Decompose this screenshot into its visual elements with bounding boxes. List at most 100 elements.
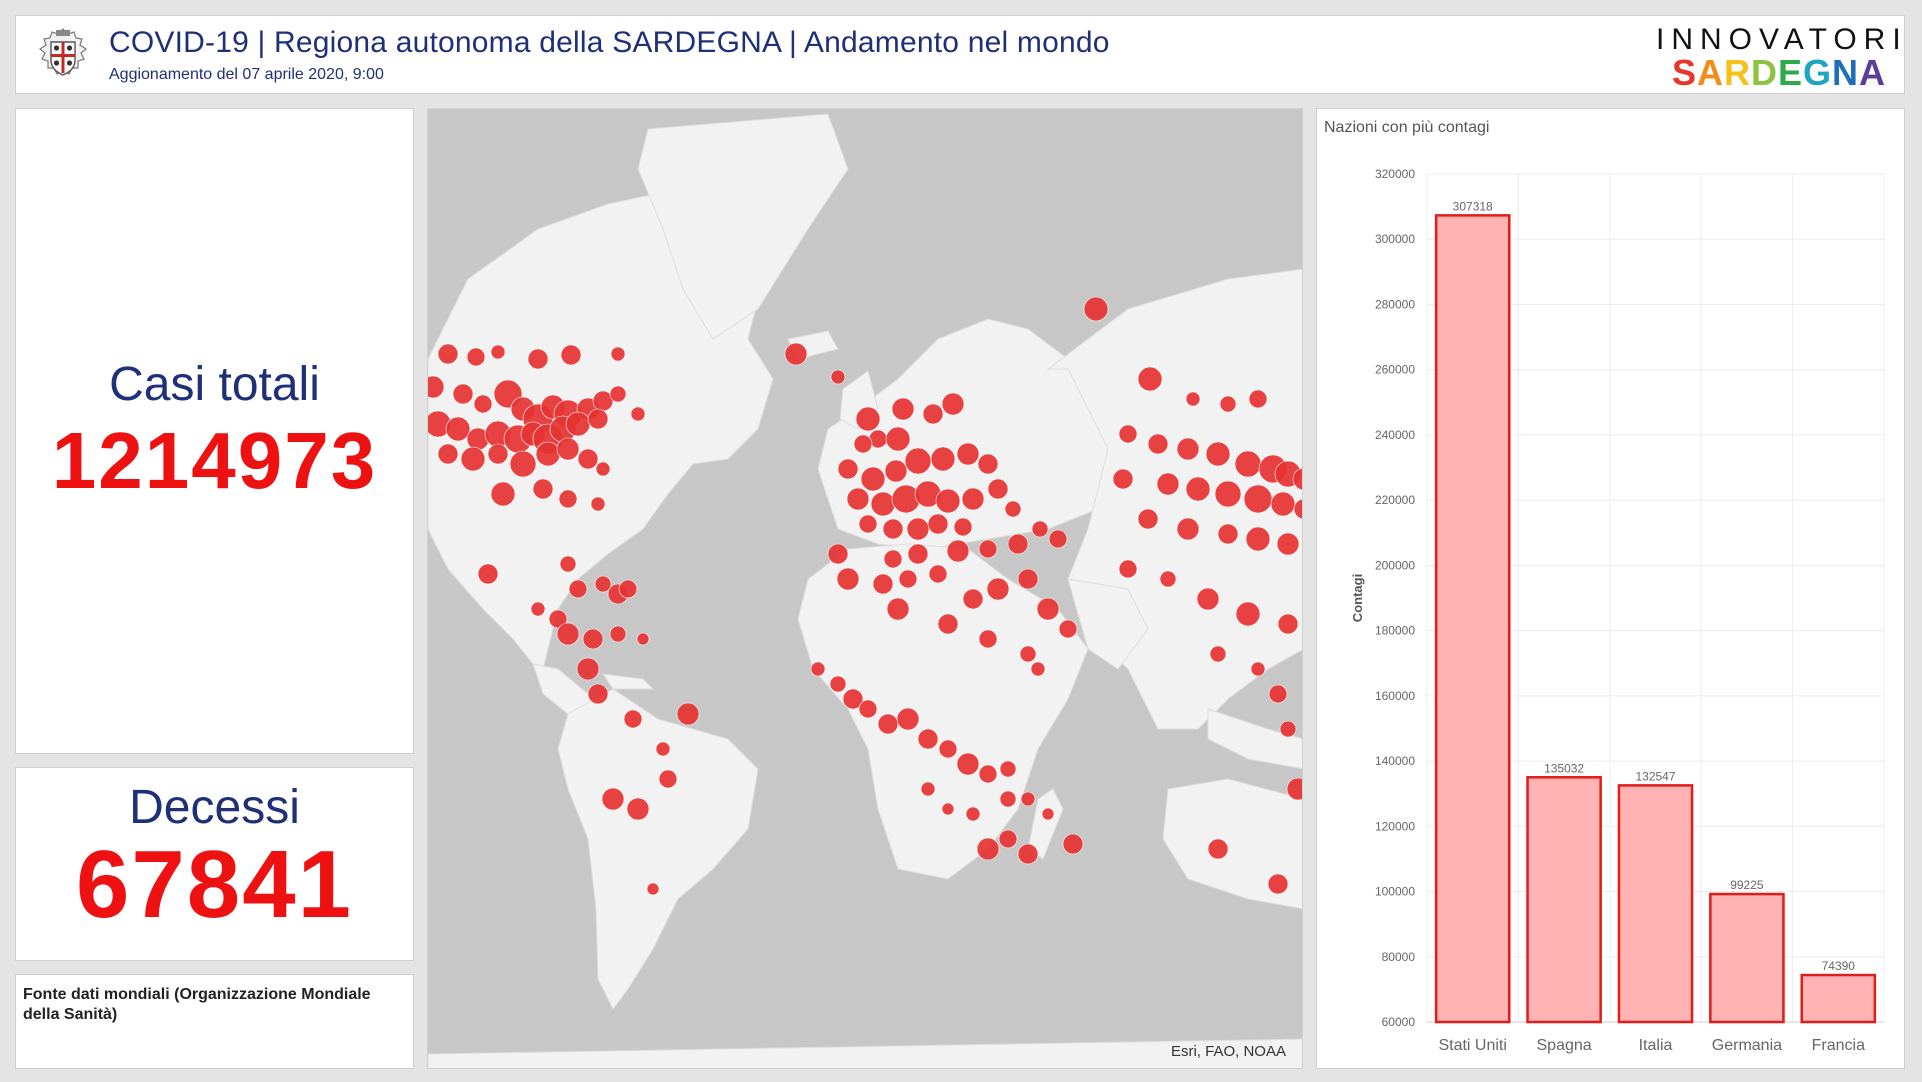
case-marker[interactable]	[1020, 791, 1036, 807]
case-marker[interactable]	[1235, 601, 1261, 627]
case-marker[interactable]	[623, 709, 643, 729]
case-marker[interactable]	[922, 403, 944, 425]
case-marker[interactable]	[610, 346, 626, 362]
case-marker[interactable]	[655, 741, 671, 757]
case-marker[interactable]	[1279, 720, 1297, 738]
case-marker[interactable]	[1112, 468, 1134, 490]
case-marker[interactable]	[842, 688, 864, 710]
case-marker[interactable]	[830, 369, 846, 385]
case-marker[interactable]	[1293, 498, 1303, 520]
case-marker[interactable]	[437, 343, 459, 365]
case-marker[interactable]	[965, 806, 981, 822]
case-marker[interactable]	[946, 539, 970, 563]
case-marker[interactable]	[1030, 661, 1046, 677]
case-marker[interactable]	[568, 579, 588, 599]
case-marker[interactable]	[437, 443, 459, 465]
case-marker[interactable]	[978, 629, 998, 649]
case-marker[interactable]	[927, 513, 949, 535]
case-marker[interactable]	[1019, 645, 1037, 663]
case-marker[interactable]	[445, 416, 471, 442]
case-marker[interactable]	[877, 713, 899, 735]
case-marker[interactable]	[1156, 472, 1180, 496]
case-marker[interactable]	[1185, 391, 1201, 407]
case-marker[interactable]	[1017, 568, 1039, 590]
case-marker[interactable]	[883, 549, 903, 569]
case-marker[interactable]	[1004, 500, 1022, 518]
case-marker[interactable]	[1041, 807, 1055, 821]
case-marker[interactable]	[891, 397, 915, 421]
case-marker[interactable]	[870, 491, 896, 517]
case-marker[interactable]	[898, 569, 918, 589]
case-marker[interactable]	[827, 543, 849, 565]
case-marker[interactable]	[1196, 587, 1220, 611]
case-marker[interactable]	[658, 769, 678, 789]
case-marker[interactable]	[872, 573, 894, 595]
case-marker[interactable]	[858, 699, 878, 719]
case-marker[interactable]	[1248, 389, 1268, 409]
case-marker[interactable]	[1118, 559, 1138, 579]
case-marker[interactable]	[906, 517, 930, 541]
case-marker[interactable]	[1267, 873, 1289, 895]
world-map[interactable]: Esri, FAO, NOAA	[427, 108, 1303, 1069]
case-marker[interactable]	[941, 392, 965, 416]
case-marker[interactable]	[977, 453, 999, 475]
case-marker[interactable]	[1270, 491, 1296, 517]
case-marker[interactable]	[917, 728, 939, 750]
case-marker[interactable]	[930, 446, 956, 472]
case-marker[interactable]	[961, 487, 985, 511]
case-marker[interactable]	[1017, 843, 1039, 865]
case-marker[interactable]	[953, 517, 973, 537]
case-marker[interactable]	[618, 579, 638, 599]
case-marker[interactable]	[582, 628, 604, 650]
case-marker[interactable]	[858, 514, 878, 534]
case-marker[interactable]	[1176, 437, 1200, 461]
case-marker[interactable]	[853, 434, 873, 454]
map-attribution[interactable]: Esri, FAO, NOAA	[1170, 1043, 1286, 1060]
case-marker[interactable]	[490, 344, 506, 360]
case-markers[interactable]	[428, 296, 1303, 896]
case-marker[interactable]	[920, 781, 936, 797]
case-marker[interactable]	[646, 882, 660, 896]
case-marker[interactable]	[1277, 613, 1299, 635]
case-marker[interactable]	[626, 797, 650, 821]
case-marker[interactable]	[998, 829, 1018, 849]
case-marker[interactable]	[1214, 480, 1242, 508]
case-marker[interactable]	[896, 707, 920, 731]
innovatori-sardegna-logo[interactable]: INNOVATORI SARDEGNA	[1656, 24, 1901, 91]
case-marker[interactable]	[630, 406, 646, 422]
case-marker[interactable]	[1147, 433, 1169, 455]
case-marker[interactable]	[587, 683, 609, 705]
case-marker[interactable]	[860, 466, 886, 492]
case-marker[interactable]	[907, 543, 929, 565]
case-marker[interactable]	[935, 488, 961, 514]
case-marker[interactable]	[1234, 450, 1262, 478]
case-marker[interactable]	[577, 448, 599, 470]
case-marker[interactable]	[473, 394, 493, 414]
case-marker[interactable]	[609, 385, 627, 403]
case-marker[interactable]	[1217, 523, 1239, 545]
case-marker[interactable]	[846, 487, 870, 511]
case-marker[interactable]	[976, 837, 1000, 861]
case-marker[interactable]	[1292, 467, 1303, 491]
case-marker[interactable]	[477, 563, 499, 585]
case-marker[interactable]	[784, 342, 808, 366]
case-marker[interactable]	[1219, 395, 1237, 413]
case-marker[interactable]	[938, 739, 958, 759]
case-marker[interactable]	[987, 478, 1009, 500]
case-marker[interactable]	[1268, 684, 1288, 704]
case-marker[interactable]	[884, 459, 908, 483]
case-marker[interactable]	[1007, 533, 1029, 555]
case-marker[interactable]	[1243, 484, 1273, 514]
case-marker[interactable]	[609, 625, 627, 643]
case-marker[interactable]	[1286, 777, 1303, 801]
world-map-canvas[interactable]	[428, 109, 1303, 1069]
case-marker[interactable]	[428, 375, 445, 399]
case-marker[interactable]	[509, 450, 537, 478]
case-marker[interactable]	[1185, 476, 1211, 502]
case-marker[interactable]	[1250, 661, 1266, 677]
case-marker[interactable]	[855, 406, 881, 432]
case-marker[interactable]	[595, 461, 611, 477]
case-marker[interactable]	[941, 802, 955, 816]
case-marker[interactable]	[594, 575, 612, 593]
case-marker[interactable]	[530, 601, 546, 617]
